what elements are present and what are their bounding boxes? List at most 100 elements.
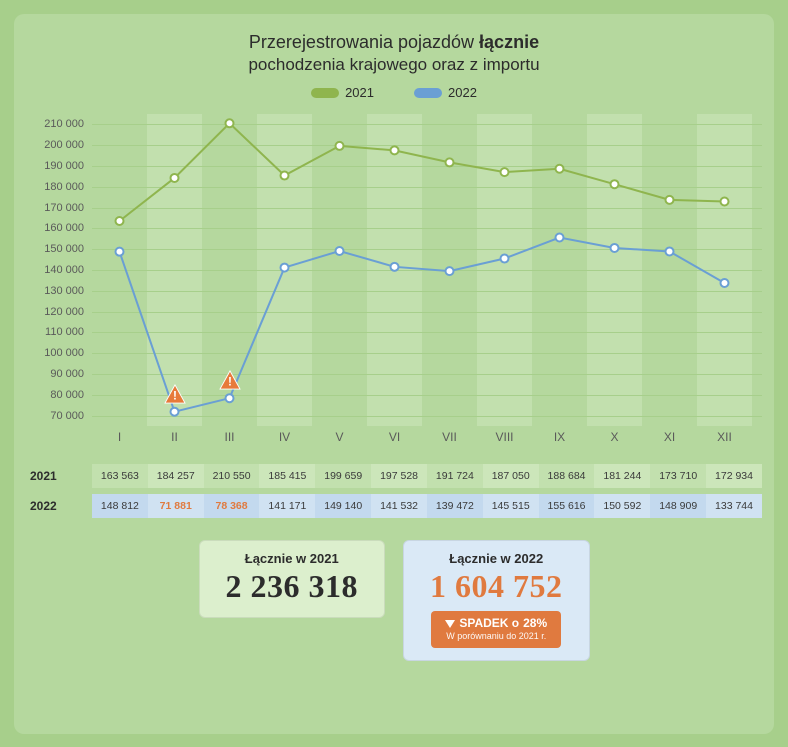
svg-text:!: ! [173, 388, 177, 402]
series-2021-marker [556, 165, 564, 173]
table-cell: 139 472 [427, 494, 483, 518]
x-tick-label: X [610, 430, 618, 444]
warning-icon: ! [164, 384, 186, 404]
series-2021-marker [281, 172, 289, 180]
y-tick-label: 140 000 [44, 264, 84, 276]
total-label-2021: Łącznie w 2021 [226, 551, 359, 566]
series-2021-line [120, 123, 725, 221]
table-cell: 141 171 [259, 494, 315, 518]
warning-icon: ! [219, 370, 241, 390]
table-cell: 184 257 [148, 464, 204, 488]
legend: 2021 2022 [26, 85, 762, 100]
series-2021-marker [116, 217, 124, 225]
table-cell: 148 812 [92, 494, 148, 518]
table-cell: 155 616 [539, 494, 595, 518]
arrow-down-icon [445, 620, 455, 628]
series-2021-marker [501, 168, 509, 176]
data-table: 2021 163 563184 257210 550185 415199 659… [26, 464, 762, 518]
drop-prefix: SPADEK o [459, 616, 519, 631]
y-tick-label: 120 000 [44, 306, 84, 318]
y-tick-label: 210 000 [44, 118, 84, 130]
table-row-2022: 2022 148 81271 88178 368141 171149 14014… [26, 494, 762, 518]
row-label-2021: 2021 [26, 469, 88, 483]
title: Przerejestrowania pojazdów łącznie [26, 32, 762, 53]
y-tick-label: 200 000 [44, 139, 84, 151]
y-tick-label: 170 000 [44, 202, 84, 214]
total-box-2021: Łącznie w 2021 2 236 318 [199, 540, 386, 618]
x-tick-label: XI [664, 430, 675, 444]
table-cell: 172 934 [706, 464, 762, 488]
total-label-2022: Łącznie w 2022 [430, 551, 563, 566]
plot-area: IIIIIIIVVVIVIIVIIIIXXXIXII !! [92, 114, 762, 454]
y-tick-label: 160 000 [44, 222, 84, 234]
y-tick-label: 180 000 [44, 181, 84, 193]
series-2022-marker [171, 408, 179, 416]
drop-sub: W porównaniu do 2021 r. [446, 631, 546, 642]
series-2022-marker [116, 248, 124, 256]
series-2021-marker [611, 180, 619, 188]
y-tick-label: 130 000 [44, 285, 84, 297]
legend-item-2022: 2022 [414, 85, 477, 100]
chart-svg [92, 114, 752, 426]
table-cell: 210 550 [204, 464, 260, 488]
y-tick-label: 190 000 [44, 160, 84, 172]
chart-card: Przerejestrowania pojazdów łącznie pocho… [14, 14, 774, 734]
table-cell: 141 532 [371, 494, 427, 518]
x-tick-label: III [224, 430, 234, 444]
series-2021-marker [666, 196, 674, 204]
legend-swatch-2022 [414, 88, 442, 98]
y-tick-label: 70 000 [50, 410, 84, 422]
x-tick-label: V [335, 430, 343, 444]
x-tick-label: VIII [495, 430, 513, 444]
series-2021-marker [336, 142, 344, 150]
x-tick-label: IV [279, 430, 290, 444]
table-cell: 199 659 [315, 464, 371, 488]
subtitle: pochodzenia krajowego oraz z importu [26, 55, 762, 75]
row-cells-2022: 148 81271 88178 368141 171149 140141 532… [92, 494, 762, 518]
y-tick-label: 150 000 [44, 243, 84, 255]
table-cell: 173 710 [650, 464, 706, 488]
series-2022-marker [556, 234, 564, 242]
y-tick-label: 110 000 [45, 326, 84, 338]
table-cell: 133 744 [706, 494, 762, 518]
series-2022-marker [666, 247, 674, 255]
series-2021-marker [721, 197, 729, 205]
x-axis-labels: IIIIIIIVVVIVIIVIIIIXXXIXII [92, 430, 762, 454]
legend-item-2021: 2021 [311, 85, 374, 100]
legend-label-2022: 2022 [448, 85, 477, 100]
legend-label-2021: 2021 [345, 85, 374, 100]
title-plain: Przerejestrowania pojazdów [249, 32, 479, 52]
total-value-2022: 1 604 752 [430, 568, 563, 605]
series-2022-line [120, 238, 725, 412]
series-2022-marker [391, 263, 399, 271]
drop-badge: SPADEK o 28% W porównaniu do 2021 r. [431, 611, 561, 648]
table-cell: 163 563 [92, 464, 148, 488]
svg-text:!: ! [228, 375, 232, 389]
table-cell: 188 684 [539, 464, 595, 488]
series-2021-marker [171, 174, 179, 182]
x-tick-label: II [171, 430, 178, 444]
drop-main: SPADEK o 28% [445, 616, 547, 631]
series-2021-marker [391, 146, 399, 154]
table-cell: 185 415 [259, 464, 315, 488]
y-axis-labels: 70 00080 00090 000100 000110 000120 0001… [26, 114, 92, 454]
table-row-2021: 2021 163 563184 257210 550185 415199 659… [26, 464, 762, 488]
subtitle-plain: pochodzenia [248, 55, 349, 74]
table-cell: 181 244 [594, 464, 650, 488]
total-value-2021: 2 236 318 [226, 568, 359, 605]
table-cell: 187 050 [483, 464, 539, 488]
table-cell: 197 528 [371, 464, 427, 488]
totals: Łącznie w 2021 2 236 318 Łącznie w 2022 … [26, 540, 762, 661]
table-cell: 145 515 [483, 494, 539, 518]
series-2022-marker [226, 394, 234, 402]
row-label-2022: 2022 [26, 499, 88, 513]
series-2022-marker [611, 244, 619, 252]
table-cell: 191 724 [427, 464, 483, 488]
series-2021-marker [226, 119, 234, 127]
series-2022-marker [446, 267, 454, 275]
table-cell: 78 368 [204, 494, 260, 518]
x-tick-label: I [118, 430, 121, 444]
drop-pct: 28% [523, 616, 547, 631]
title-bold: łącznie [479, 32, 539, 52]
table-cell: 149 140 [315, 494, 371, 518]
